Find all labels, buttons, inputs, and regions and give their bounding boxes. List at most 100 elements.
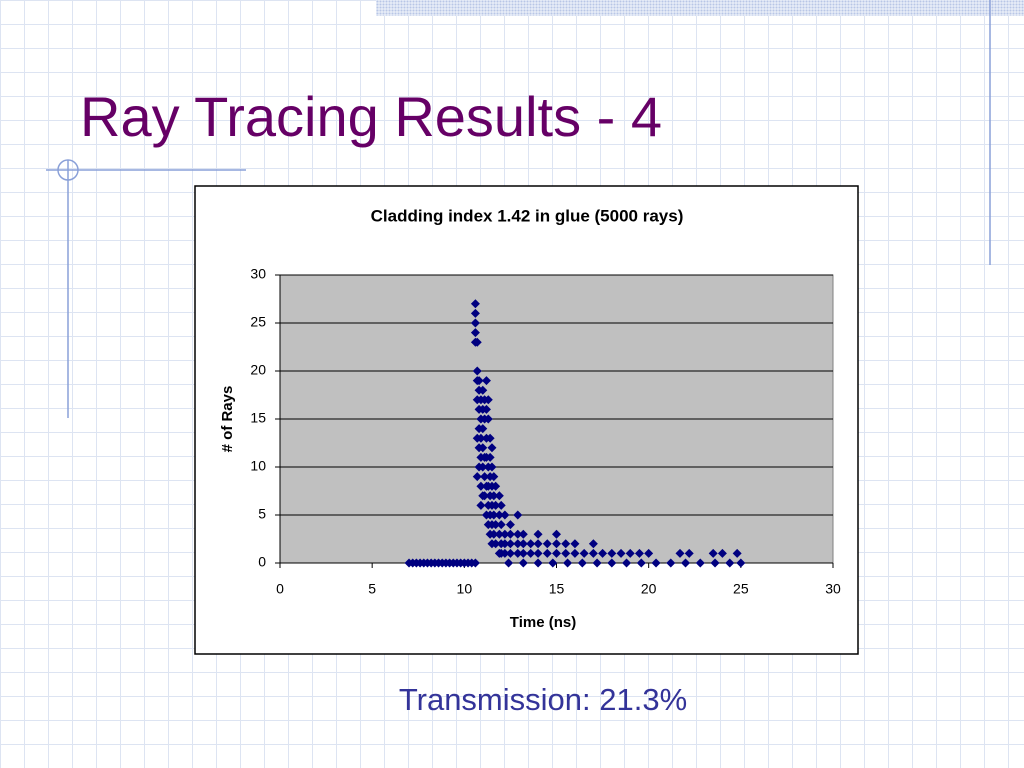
point	[481, 404, 491, 414]
point	[518, 558, 528, 568]
y-tick-label: 5	[258, 506, 266, 522]
caption: Transmission: 21.3%	[398, 682, 688, 717]
point	[474, 376, 484, 386]
point	[491, 539, 501, 549]
point	[695, 558, 705, 568]
point	[505, 529, 515, 539]
point	[526, 548, 536, 558]
point	[476, 433, 486, 443]
x-tick-label: 15	[549, 581, 565, 597]
point	[472, 366, 482, 376]
point	[636, 558, 646, 568]
point	[491, 520, 501, 530]
point	[513, 529, 523, 539]
point	[472, 472, 482, 482]
point	[548, 558, 558, 568]
point	[561, 539, 571, 549]
point	[533, 529, 543, 539]
point	[478, 385, 488, 395]
point	[732, 548, 742, 558]
point	[505, 520, 515, 530]
y-tick-label: 0	[258, 554, 266, 570]
point	[513, 539, 523, 549]
point	[518, 529, 528, 539]
decor-circle	[57, 159, 79, 181]
point	[500, 548, 510, 558]
point	[681, 558, 691, 568]
point	[518, 548, 528, 558]
point	[577, 558, 587, 568]
point	[563, 558, 573, 568]
point	[470, 318, 480, 328]
x-tick-label: 5	[368, 581, 376, 597]
point	[481, 376, 491, 386]
point	[570, 539, 580, 549]
point	[476, 481, 486, 491]
point	[675, 548, 685, 558]
x-axis-label: Time (ns)	[510, 614, 576, 631]
point	[725, 558, 735, 568]
point	[476, 500, 486, 510]
point	[489, 491, 499, 501]
chart-title: Cladding index 1.42 in glue (5000 rays)	[371, 206, 684, 225]
point	[478, 462, 488, 472]
point	[622, 558, 632, 568]
point	[736, 558, 746, 568]
point	[708, 548, 718, 558]
point	[552, 548, 561, 558]
point	[644, 548, 654, 558]
point	[470, 558, 480, 568]
x-tick-label: 10	[457, 581, 473, 597]
y-tick-label: 20	[250, 362, 266, 378]
point	[480, 472, 490, 482]
point	[487, 443, 497, 453]
point	[483, 414, 493, 424]
point	[496, 520, 506, 530]
point	[485, 452, 495, 462]
point	[588, 548, 598, 558]
slide-title: Ray Tracing Results - 4	[80, 85, 662, 148]
point	[526, 539, 536, 549]
y-tick-label: 25	[250, 314, 266, 330]
point	[717, 548, 727, 558]
point	[504, 558, 514, 568]
point	[491, 481, 501, 491]
point	[494, 529, 504, 539]
point	[579, 548, 589, 558]
point	[505, 548, 515, 558]
y-tick-label: 30	[250, 266, 266, 282]
point	[598, 548, 608, 558]
x-tick-label: 25	[733, 581, 749, 597]
decor-band	[376, 0, 1024, 16]
point	[710, 558, 720, 568]
x-tick-label: 20	[641, 581, 657, 597]
y-axis-label: # of Rays	[219, 386, 236, 453]
point	[491, 500, 501, 510]
point	[483, 395, 493, 405]
point	[533, 548, 543, 558]
point	[487, 462, 497, 472]
point	[533, 539, 543, 549]
point	[500, 539, 510, 549]
point	[478, 443, 488, 453]
point	[607, 548, 617, 558]
y-tick-label: 15	[250, 410, 266, 426]
point	[552, 529, 561, 539]
point	[634, 548, 644, 558]
point	[513, 510, 523, 520]
point	[552, 539, 561, 549]
point	[684, 548, 694, 558]
point	[500, 510, 510, 520]
point	[500, 529, 510, 539]
point	[489, 472, 499, 482]
point	[505, 539, 515, 549]
point	[588, 539, 598, 549]
point	[625, 548, 635, 558]
point	[472, 337, 482, 347]
point	[494, 491, 504, 501]
x-tick-label: 0	[276, 581, 284, 597]
point	[570, 548, 580, 558]
point	[470, 299, 480, 309]
